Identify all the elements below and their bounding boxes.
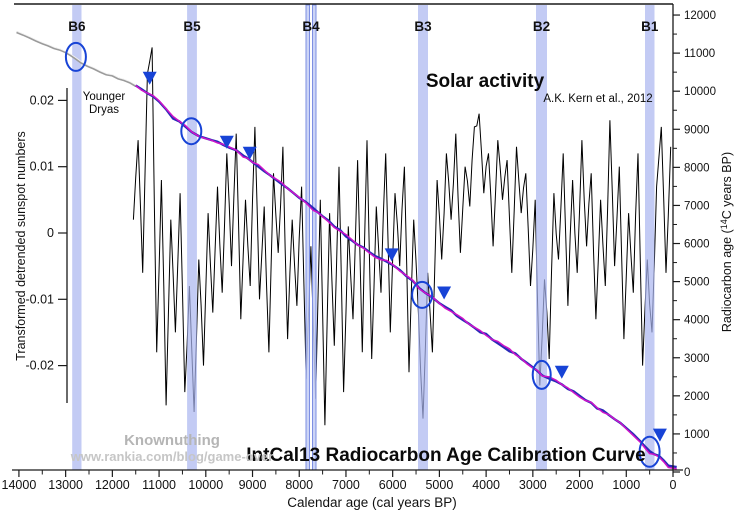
- ellipse-marker-B3: [411, 280, 434, 309]
- right-tick-label: 5000: [684, 277, 710, 289]
- right-tick-label: 10000: [684, 86, 716, 98]
- band-label-B2: B2: [533, 19, 550, 34]
- calibration-pre-holocene-gray: [16, 31, 137, 87]
- band-strip-B1: [645, 5, 655, 470]
- right-tick-label: 9000: [684, 124, 710, 136]
- band-label-B5: B5: [183, 19, 201, 34]
- triangle-marker-3: [242, 146, 257, 160]
- calibration-curve-magenta: [135, 84, 677, 470]
- ellipse-marker-B5: [180, 117, 203, 146]
- axes: 14000 13000 12000 11000 10000 9000 8000 7000 600…: [2, 3, 716, 492]
- right-tick-label: 1000: [684, 429, 710, 441]
- right-y-axis-title: Radiocarbon age (14C years BP): [719, 152, 734, 332]
- band-label-B1: B1: [641, 19, 659, 34]
- left-tick-label: -0.02: [26, 359, 55, 373]
- right-tick-label: 6000: [684, 239, 710, 251]
- annotation-solar-activity: Solar activity: [426, 71, 545, 92]
- bond-event-bands: B1 B2 B3 B4 B5 B6: [68, 4, 659, 471]
- x-tick-label: 0: [670, 478, 677, 492]
- annotation-intcal-label: IntCal13 Radiocarbon Age Calibration Cur…: [246, 445, 645, 466]
- x-tick-label: 6000: [379, 478, 407, 492]
- event-markers: [64, 41, 667, 468]
- x-tick-label: 8000: [285, 478, 313, 492]
- annotation-younger-dryas-line2: Dryas: [89, 104, 119, 116]
- right-tick-label: 12000: [684, 10, 716, 22]
- band-strip-B3: [418, 5, 428, 470]
- x-tick-label: 4000: [472, 478, 500, 492]
- band-strip-B2: [536, 5, 547, 470]
- right-tick-label: 7000: [684, 200, 710, 212]
- x-tick-label: 10000: [188, 478, 223, 492]
- right-tick-label: 0: [684, 467, 690, 479]
- triangle-marker-5: [437, 286, 452, 300]
- annotation-kern-credit: A.K. Kern et al., 2012: [543, 93, 652, 105]
- triangle-marker-4: [384, 248, 399, 262]
- triangle-marker-1: [142, 71, 157, 85]
- right-tick-label: 4000: [684, 315, 710, 327]
- left-tick-label: 0.02: [30, 93, 54, 107]
- left-tick-label: 0.01: [30, 160, 54, 174]
- triangle-marker-2: [219, 135, 234, 149]
- x-tick-label: 5000: [425, 478, 453, 492]
- solar-activity-series: [132, 47, 672, 426]
- right-tick-label: 8000: [684, 162, 710, 174]
- calibration-curve-series: [16, 31, 677, 470]
- calibration-pre-holocene-highlight: [17, 31, 137, 86]
- band-strip-B4: [305, 4, 310, 471]
- x-tick-label: 7000: [332, 478, 360, 492]
- solar-activity-line: [132, 47, 672, 426]
- x-tick-label: 11000: [142, 478, 176, 492]
- band-label-B6: B6: [68, 19, 86, 34]
- x-tick-label: 9000: [239, 478, 267, 492]
- x-axis-title: Calendar age (cal years BP): [287, 495, 457, 510]
- band-label-B4: B4: [302, 19, 320, 34]
- ellipse-marker-B6: [64, 41, 87, 72]
- right-tick-label: 3000: [684, 353, 710, 365]
- band-label-B3: B3: [414, 19, 432, 34]
- x-tick-label: 12000: [95, 478, 130, 492]
- x-tick-label: 3000: [519, 478, 547, 492]
- left-tick-label: 0: [47, 226, 54, 240]
- x-tick-label: 13000: [48, 478, 83, 492]
- band-strip-B4: [312, 4, 317, 471]
- band-strip-B5: [187, 5, 197, 470]
- band-strip-B6: [72, 5, 82, 470]
- ellipse-marker-B2: [531, 359, 552, 390]
- left-y-axis-title: Transformed detrended sunspot numbers: [14, 131, 28, 361]
- ellipse-marker-B1: [638, 435, 661, 468]
- triangle-marker-6: [554, 365, 569, 379]
- right-tick-label: 2000: [684, 391, 710, 403]
- chart-annotations: Solar activity A.K. Kern et al., 2012 In…: [14, 71, 734, 510]
- right-tick-label: 11000: [684, 48, 715, 60]
- watermark-url: www.rankia.com/blog/game-over: [70, 449, 274, 464]
- x-tick-label: 14000: [2, 478, 37, 492]
- watermark-author: Knownuthing: [124, 432, 220, 449]
- left-tick-label: -0.01: [26, 292, 55, 306]
- x-tick-label: 2000: [566, 478, 594, 492]
- x-tick-label: 1000: [612, 478, 640, 492]
- triangle-marker-7: [652, 428, 667, 442]
- annotation-younger-dryas-line1: Younger: [83, 91, 126, 103]
